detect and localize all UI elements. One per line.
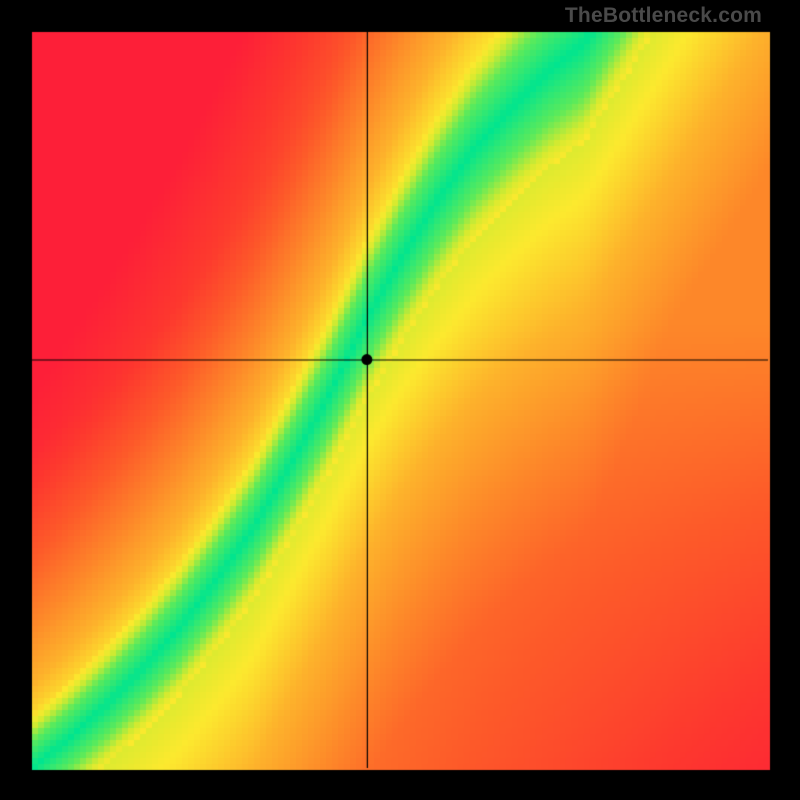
heatmap-canvas <box>0 0 800 800</box>
chart-container: TheBottleneck.com <box>0 0 800 800</box>
watermark-text: TheBottleneck.com <box>565 4 762 28</box>
